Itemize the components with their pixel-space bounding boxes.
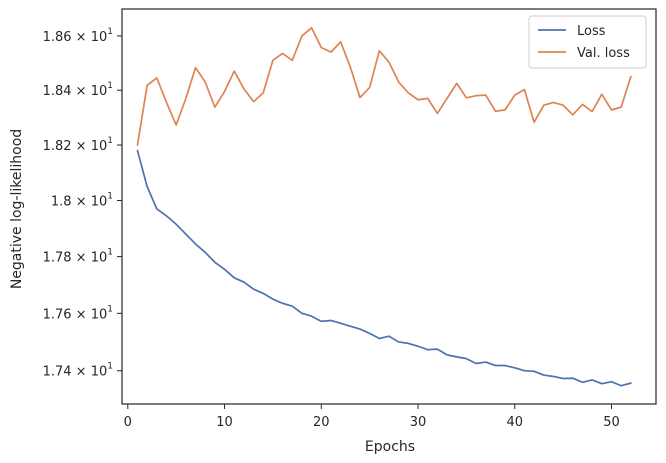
y-tick-label: 1.84 × 101 [43, 81, 113, 99]
x-tick-label: 30 [410, 415, 427, 430]
legend-box [528, 15, 647, 69]
y-axis-label: Negative log-likelihood [9, 129, 25, 289]
legend-label: Val. loss [577, 46, 630, 61]
y-tick-label: 1.76 × 101 [43, 304, 113, 322]
series-lines [136, 26, 632, 387]
x-tick-label: 50 [603, 415, 620, 430]
legend-label: Loss [577, 24, 606, 39]
series-line-loss [136, 149, 632, 387]
x-tick-label: 40 [506, 415, 523, 430]
axes: 0 10 20 30 40 50 1.74 × 101 1.76 × 101 1.78 × 10… [43, 8, 657, 430]
y-tick-label: 1.74 × 101 [43, 362, 113, 380]
y-tick-label: 1.78 × 101 [43, 248, 113, 266]
x-tick-label: 20 [313, 415, 330, 430]
y-tick-label: 1.86 × 101 [43, 27, 113, 45]
plot-frame [121, 8, 657, 405]
y-tick-label: 1.8 × 101 [51, 192, 113, 210]
x-tick-label: 0 [124, 415, 132, 430]
legend: Loss Val. loss [528, 15, 647, 69]
series-line-val-loss [136, 26, 632, 146]
y-tick-label: 1.82 × 101 [43, 136, 113, 154]
x-tick-label: 10 [216, 415, 233, 430]
x-axis-label: Epochs [365, 439, 415, 455]
